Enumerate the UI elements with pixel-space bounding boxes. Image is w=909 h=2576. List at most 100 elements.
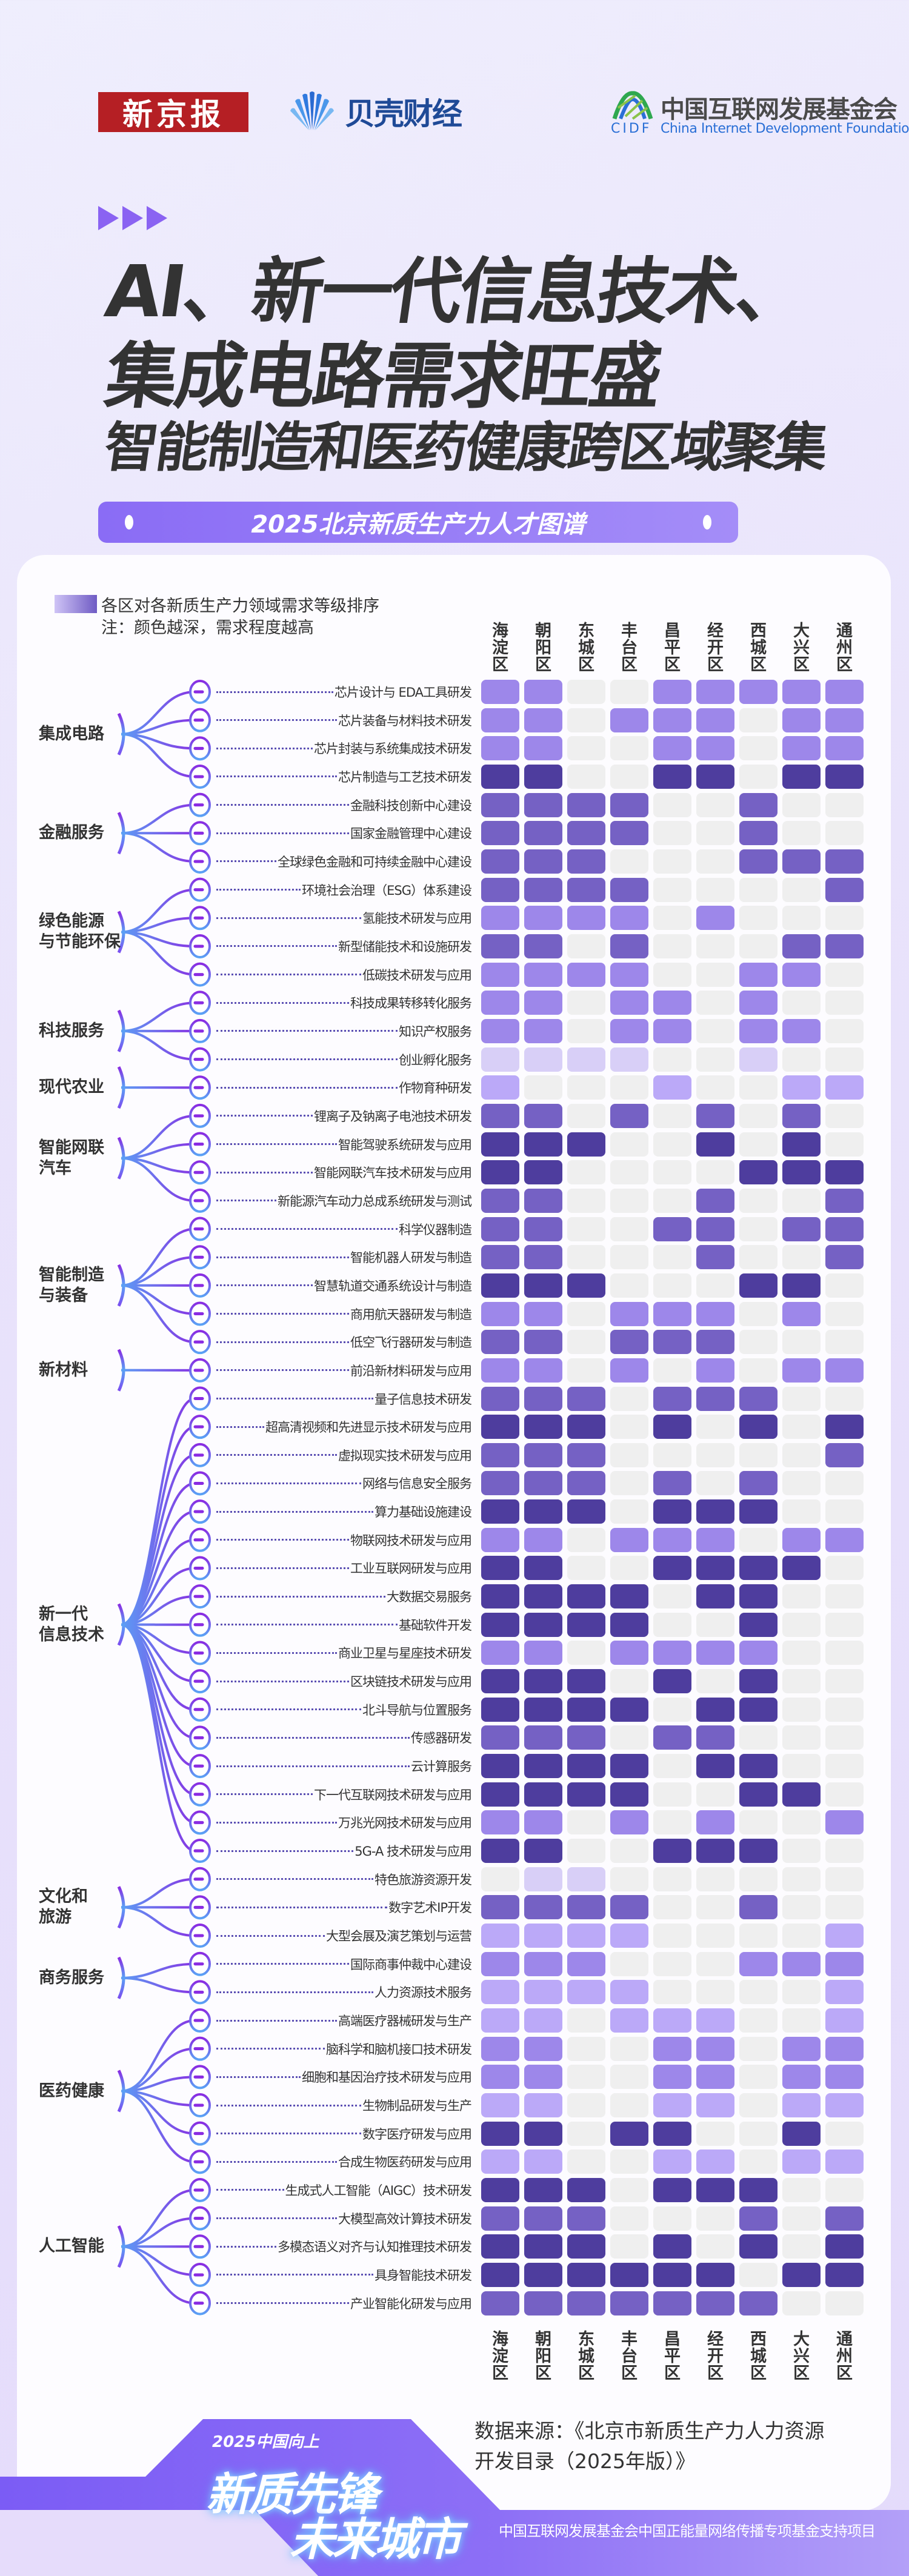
heatmap-cell [567, 1754, 605, 1779]
heatmap-cell [524, 1273, 562, 1298]
heatmap-cell [653, 1273, 691, 1298]
heatmap-cell [481, 1160, 519, 1185]
heatmap-cell [739, 1669, 777, 1694]
heatmap-cell [567, 1132, 605, 1157]
dotted-leader [216, 2133, 361, 2135]
row-label-text: 智能网联汽车技术研发与应用 [314, 1166, 472, 1181]
category-bracket-icon [117, 812, 125, 855]
row-label-text: 区块链技术研发与应用 [350, 1675, 472, 1690]
row-label: 金融科技创新中心建设 [216, 793, 472, 817]
banner-dot-right [703, 515, 711, 529]
heatmap-cell [825, 736, 864, 761]
tree-connector [121, 1623, 196, 1796]
heatmap-cell [524, 1754, 562, 1779]
tree-connector [121, 1157, 196, 1202]
heatmap-cell [739, 1980, 777, 2005]
heatmap-cell [696, 1556, 734, 1581]
heatmap-cell [739, 1018, 777, 1043]
heatmap-cell [524, 1047, 562, 1072]
heatmap-cell [653, 2008, 691, 2033]
heatmap-cell [653, 1301, 691, 1326]
heatmap-cell [825, 1499, 864, 1524]
dotted-leader [216, 1708, 361, 1711]
dotted-leader [216, 2160, 337, 2163]
dotted-leader [216, 1510, 373, 1513]
heatmap-cell [567, 1867, 605, 1891]
heatmap-cell [653, 1867, 691, 1891]
support-note: 中国互联网发展基金会中国正能量网络传播专项基金支持项目 [499, 2523, 876, 2540]
heatmap-cell [524, 1810, 562, 1835]
row-label-text: 智能机器人研发与制造 [350, 1250, 472, 1266]
heatmap-cell [696, 1301, 734, 1326]
heatmap-cell [524, 1245, 562, 1270]
heatmap-cell [524, 1075, 562, 1100]
row-label: 算力基础设施建设 [216, 1499, 472, 1524]
footer-banner-shape [0, 2419, 909, 2576]
heatmap-cell [739, 2206, 777, 2231]
heatmap-cell [696, 1415, 734, 1439]
dotted-leader [216, 1454, 337, 1456]
row-label-text: 商业卫星与星座技术研发 [338, 1646, 472, 1661]
heatmap-cell [481, 1697, 519, 1722]
heatmap-cell [825, 764, 864, 789]
row-label-text: 人力资源技术服务 [375, 1985, 472, 2000]
heatmap-cell [782, 1839, 821, 1864]
dotted-leader [216, 2048, 325, 2050]
heatmap-cell [739, 1415, 777, 1439]
heatmap-cell [653, 2262, 691, 2287]
heatmap-cell [739, 1386, 777, 1411]
heatmap-cell [524, 1641, 562, 1665]
heatmap-cell [524, 962, 562, 987]
heatmap-cell [782, 991, 821, 1015]
heatmap-cell [782, 736, 821, 761]
heatmap-cell [481, 849, 519, 874]
heatmap-cell [610, 1301, 648, 1326]
heatmap-cell [696, 2121, 734, 2146]
heatmap-cell [696, 1330, 734, 1355]
heatmap-cell [782, 2262, 821, 2287]
heatmap-cell [481, 792, 519, 817]
heatmap-cell [653, 1782, 691, 1807]
column-header: 通州区 [836, 622, 853, 674]
heatmap-cell [653, 680, 691, 704]
row-label: 北斗导航与位置服务 [216, 1698, 472, 1722]
dotted-leader [216, 1143, 337, 1146]
heatmap-cell [696, 2291, 734, 2315]
category-bracket-icon [117, 1349, 125, 1392]
row-label: 大型会展及演艺策划与运营 [216, 1924, 472, 1948]
dotted-leader [216, 1398, 373, 1399]
heatmap-cell [739, 1754, 777, 1779]
row-label: 高端医疗器械研发与生产 [216, 2008, 472, 2033]
heatmap-cell [481, 1217, 519, 1241]
data-source-line-1: 数据来源：《北京市新质生产力人力资源 [474, 2419, 825, 2443]
heatmap-cell [481, 1810, 519, 1835]
heatmap-cell [653, 1471, 691, 1496]
row-label-text: 新能源汽车动力总成系统研发与测试 [278, 1193, 472, 1209]
dotted-leader [216, 1058, 398, 1061]
heatmap-cell [782, 2177, 821, 2202]
heatmap-cell [567, 1188, 605, 1213]
category-bracket-icon [117, 1603, 125, 1646]
heatmap-cell [696, 1386, 734, 1411]
tree-connector [121, 931, 196, 976]
heatmap-cell [610, 1895, 648, 1920]
heatmap-cell [782, 1103, 821, 1128]
row-label-text: 物联网技术研发与应用 [350, 1533, 472, 1548]
heatmap-cell [481, 2036, 519, 2061]
row-label: 下一代互联网技术研发与应用 [216, 1782, 472, 1807]
dotted-leader [216, 804, 349, 806]
heatmap-cell [825, 1301, 864, 1326]
heatmap-cell [696, 1839, 734, 1864]
heatmap-cell [524, 1839, 562, 1864]
heatmap-cell [610, 1839, 648, 1864]
heatmap-cell [610, 934, 648, 958]
beike-logo-text: 贝壳财经 [345, 96, 462, 131]
dotted-leader [216, 1482, 361, 1484]
heatmap-cell [696, 1867, 734, 1891]
category-label: 科技服务 [39, 1021, 104, 1040]
row-label: 物联网技术研发与应用 [216, 1528, 472, 1552]
heatmap-cell [610, 1980, 648, 2005]
heatmap-cell [524, 1442, 562, 1467]
heatmap-cell [653, 849, 691, 874]
